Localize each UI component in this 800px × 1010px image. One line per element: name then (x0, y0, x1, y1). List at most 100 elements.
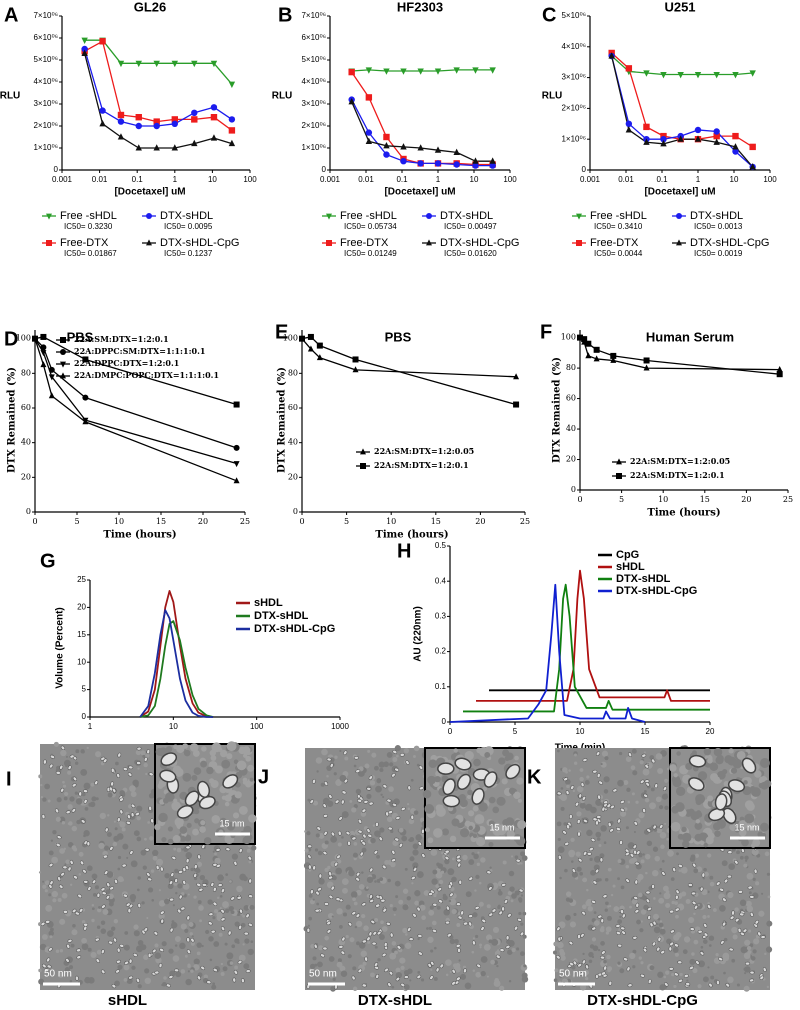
particle (236, 895, 242, 900)
marker (776, 371, 783, 378)
y-tick-label: 3×10⁰⁶ (33, 99, 58, 108)
particle (212, 968, 218, 972)
particle (119, 797, 124, 802)
marker (713, 128, 720, 135)
speckle (176, 847, 182, 853)
speckle (636, 919, 641, 925)
speckle (117, 964, 123, 970)
speckle (662, 885, 669, 892)
x-tick-label: 100 (763, 175, 777, 184)
speckle (619, 905, 625, 911)
particle (312, 865, 316, 871)
legend-ic50: IC50= 0.3410 (594, 222, 643, 231)
speckle (238, 954, 246, 962)
speckle (358, 883, 365, 890)
x-tick-label: 1 (696, 175, 701, 184)
speckle (392, 907, 397, 912)
speckle (644, 853, 651, 860)
speckle (669, 764, 677, 772)
speckle (637, 892, 643, 898)
speckle (623, 779, 629, 786)
speckle (211, 815, 221, 824)
particle (659, 824, 664, 829)
particle (55, 771, 61, 775)
speckle (509, 886, 515, 892)
marker (610, 356, 617, 363)
speckle (378, 761, 385, 768)
particle (117, 752, 122, 758)
speckle (571, 871, 578, 878)
x-tick-label: 25 (783, 495, 793, 504)
speckle (576, 785, 584, 793)
speckle (417, 937, 420, 941)
speckle (475, 971, 482, 978)
speckle (121, 827, 126, 832)
particle (471, 787, 485, 805)
series-line (139, 620, 214, 718)
speckle (606, 915, 612, 921)
legend-marker (146, 239, 152, 246)
speckle (71, 929, 78, 936)
speckle (63, 796, 68, 801)
particle (635, 902, 640, 908)
speckle (137, 984, 142, 989)
speckle (38, 978, 45, 985)
y-tick-label: 60 (566, 394, 576, 403)
legend-marker (576, 213, 582, 220)
speckle (452, 963, 458, 968)
particle (640, 973, 645, 978)
speckle (75, 798, 83, 805)
x-tick-label: 5 (619, 495, 624, 504)
speckle (64, 863, 67, 866)
legend-ic50: IC50= 0.01620 (444, 249, 497, 258)
particle (112, 788, 117, 793)
speckle (197, 900, 202, 905)
particle (660, 950, 666, 955)
speckle (522, 911, 527, 916)
speckle (734, 827, 740, 833)
speckle (656, 826, 660, 829)
speckle (390, 829, 394, 834)
particle (366, 936, 371, 942)
speckle (48, 850, 54, 856)
speckle (513, 791, 521, 800)
speckle (216, 896, 220, 900)
speckle (449, 938, 456, 945)
speckle (678, 869, 682, 872)
speckle (712, 908, 717, 912)
particle (361, 983, 367, 988)
speckle (707, 795, 714, 802)
marker (593, 346, 600, 353)
speckle (335, 867, 343, 875)
particle (110, 767, 115, 773)
speckle (438, 879, 444, 885)
speckle (55, 816, 61, 822)
particle (601, 971, 606, 976)
speckle (625, 756, 632, 762)
particle (596, 772, 601, 778)
speckle (468, 859, 475, 866)
speckle (682, 867, 688, 872)
legend-label: Free-DTX (60, 237, 109, 249)
speckle (130, 860, 138, 868)
particle (396, 945, 402, 950)
particle (456, 773, 472, 790)
speckle (353, 901, 358, 906)
marker (99, 107, 106, 114)
particle (427, 963, 432, 968)
speckle (54, 892, 58, 896)
series-line (34, 336, 237, 406)
particle (323, 902, 329, 906)
speckle (612, 884, 616, 888)
particle (749, 895, 755, 899)
marker (453, 67, 460, 74)
speckle (516, 777, 524, 785)
speckle (234, 938, 240, 944)
speckle (112, 841, 118, 847)
speckle (458, 793, 466, 801)
legend-marker (326, 240, 332, 246)
particle (116, 959, 121, 964)
particle (417, 934, 423, 938)
particle (592, 769, 598, 774)
